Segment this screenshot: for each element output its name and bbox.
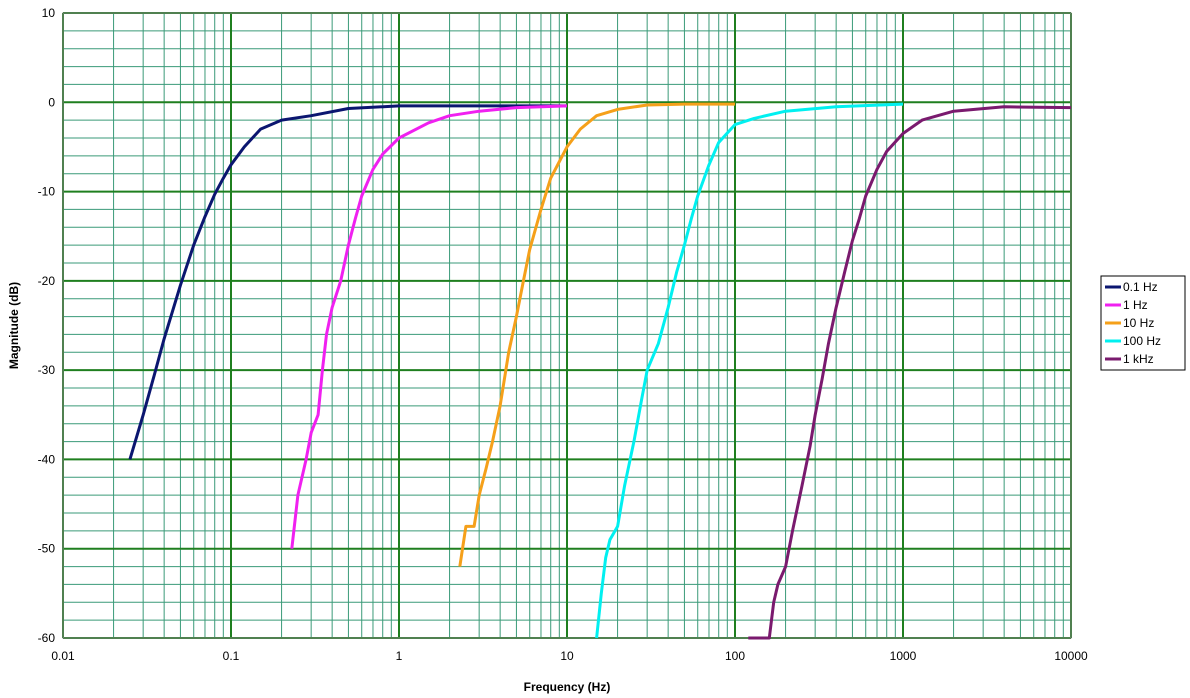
x-tick-label: 0.1 — [223, 649, 240, 663]
y-tick-label: -60 — [38, 631, 56, 645]
x-tick-label: 100 — [725, 649, 745, 663]
y-axis-tick-labels: 10 0 -10 -20 -30 -40 -50 -60 — [38, 6, 56, 645]
legend: 0.1 Hz 1 Hz 10 Hz 100 Hz 1 kHz — [1100, 275, 1186, 371]
x-tick-label: 1 — [396, 649, 403, 663]
x-tick-label: 1000 — [890, 649, 917, 663]
x-tick-label: 10000 — [1054, 649, 1088, 663]
legend-label: 100 Hz — [1123, 334, 1161, 348]
y-tick-label: -20 — [38, 274, 56, 288]
x-axis-title: Frequency (Hz) — [524, 680, 611, 694]
legend-label: 1 kHz — [1123, 352, 1154, 366]
legend-label: 1 Hz — [1123, 298, 1148, 312]
series-line-0-1-hz — [128, 104, 567, 460]
y-tick-label: 0 — [48, 95, 55, 109]
series-line-100-hz — [595, 102, 904, 639]
y-tick-label: -40 — [38, 452, 56, 466]
x-tick-label: 0.01 — [51, 649, 75, 663]
legend-label: 10 Hz — [1123, 316, 1154, 330]
series-lines — [128, 102, 1072, 640]
legend-label: 0.1 Hz — [1123, 280, 1158, 294]
y-tick-label: -10 — [38, 185, 56, 199]
plot-area-border — [62, 12, 1072, 639]
series-line-10-hz — [458, 102, 735, 567]
x-axis-tick-labels: 0.01 0.1 1 10 100 1000 10000 — [51, 649, 1088, 663]
y-tick-label: 10 — [42, 6, 56, 20]
series-line-1-khz — [748, 105, 1072, 640]
y-tick-label: -30 — [38, 363, 56, 377]
y-tick-label: -50 — [38, 542, 56, 556]
series-line-1-hz — [290, 104, 568, 549]
y-axis-title: Magnitude (dB) — [7, 282, 21, 369]
x-tick-label: 10 — [560, 649, 574, 663]
